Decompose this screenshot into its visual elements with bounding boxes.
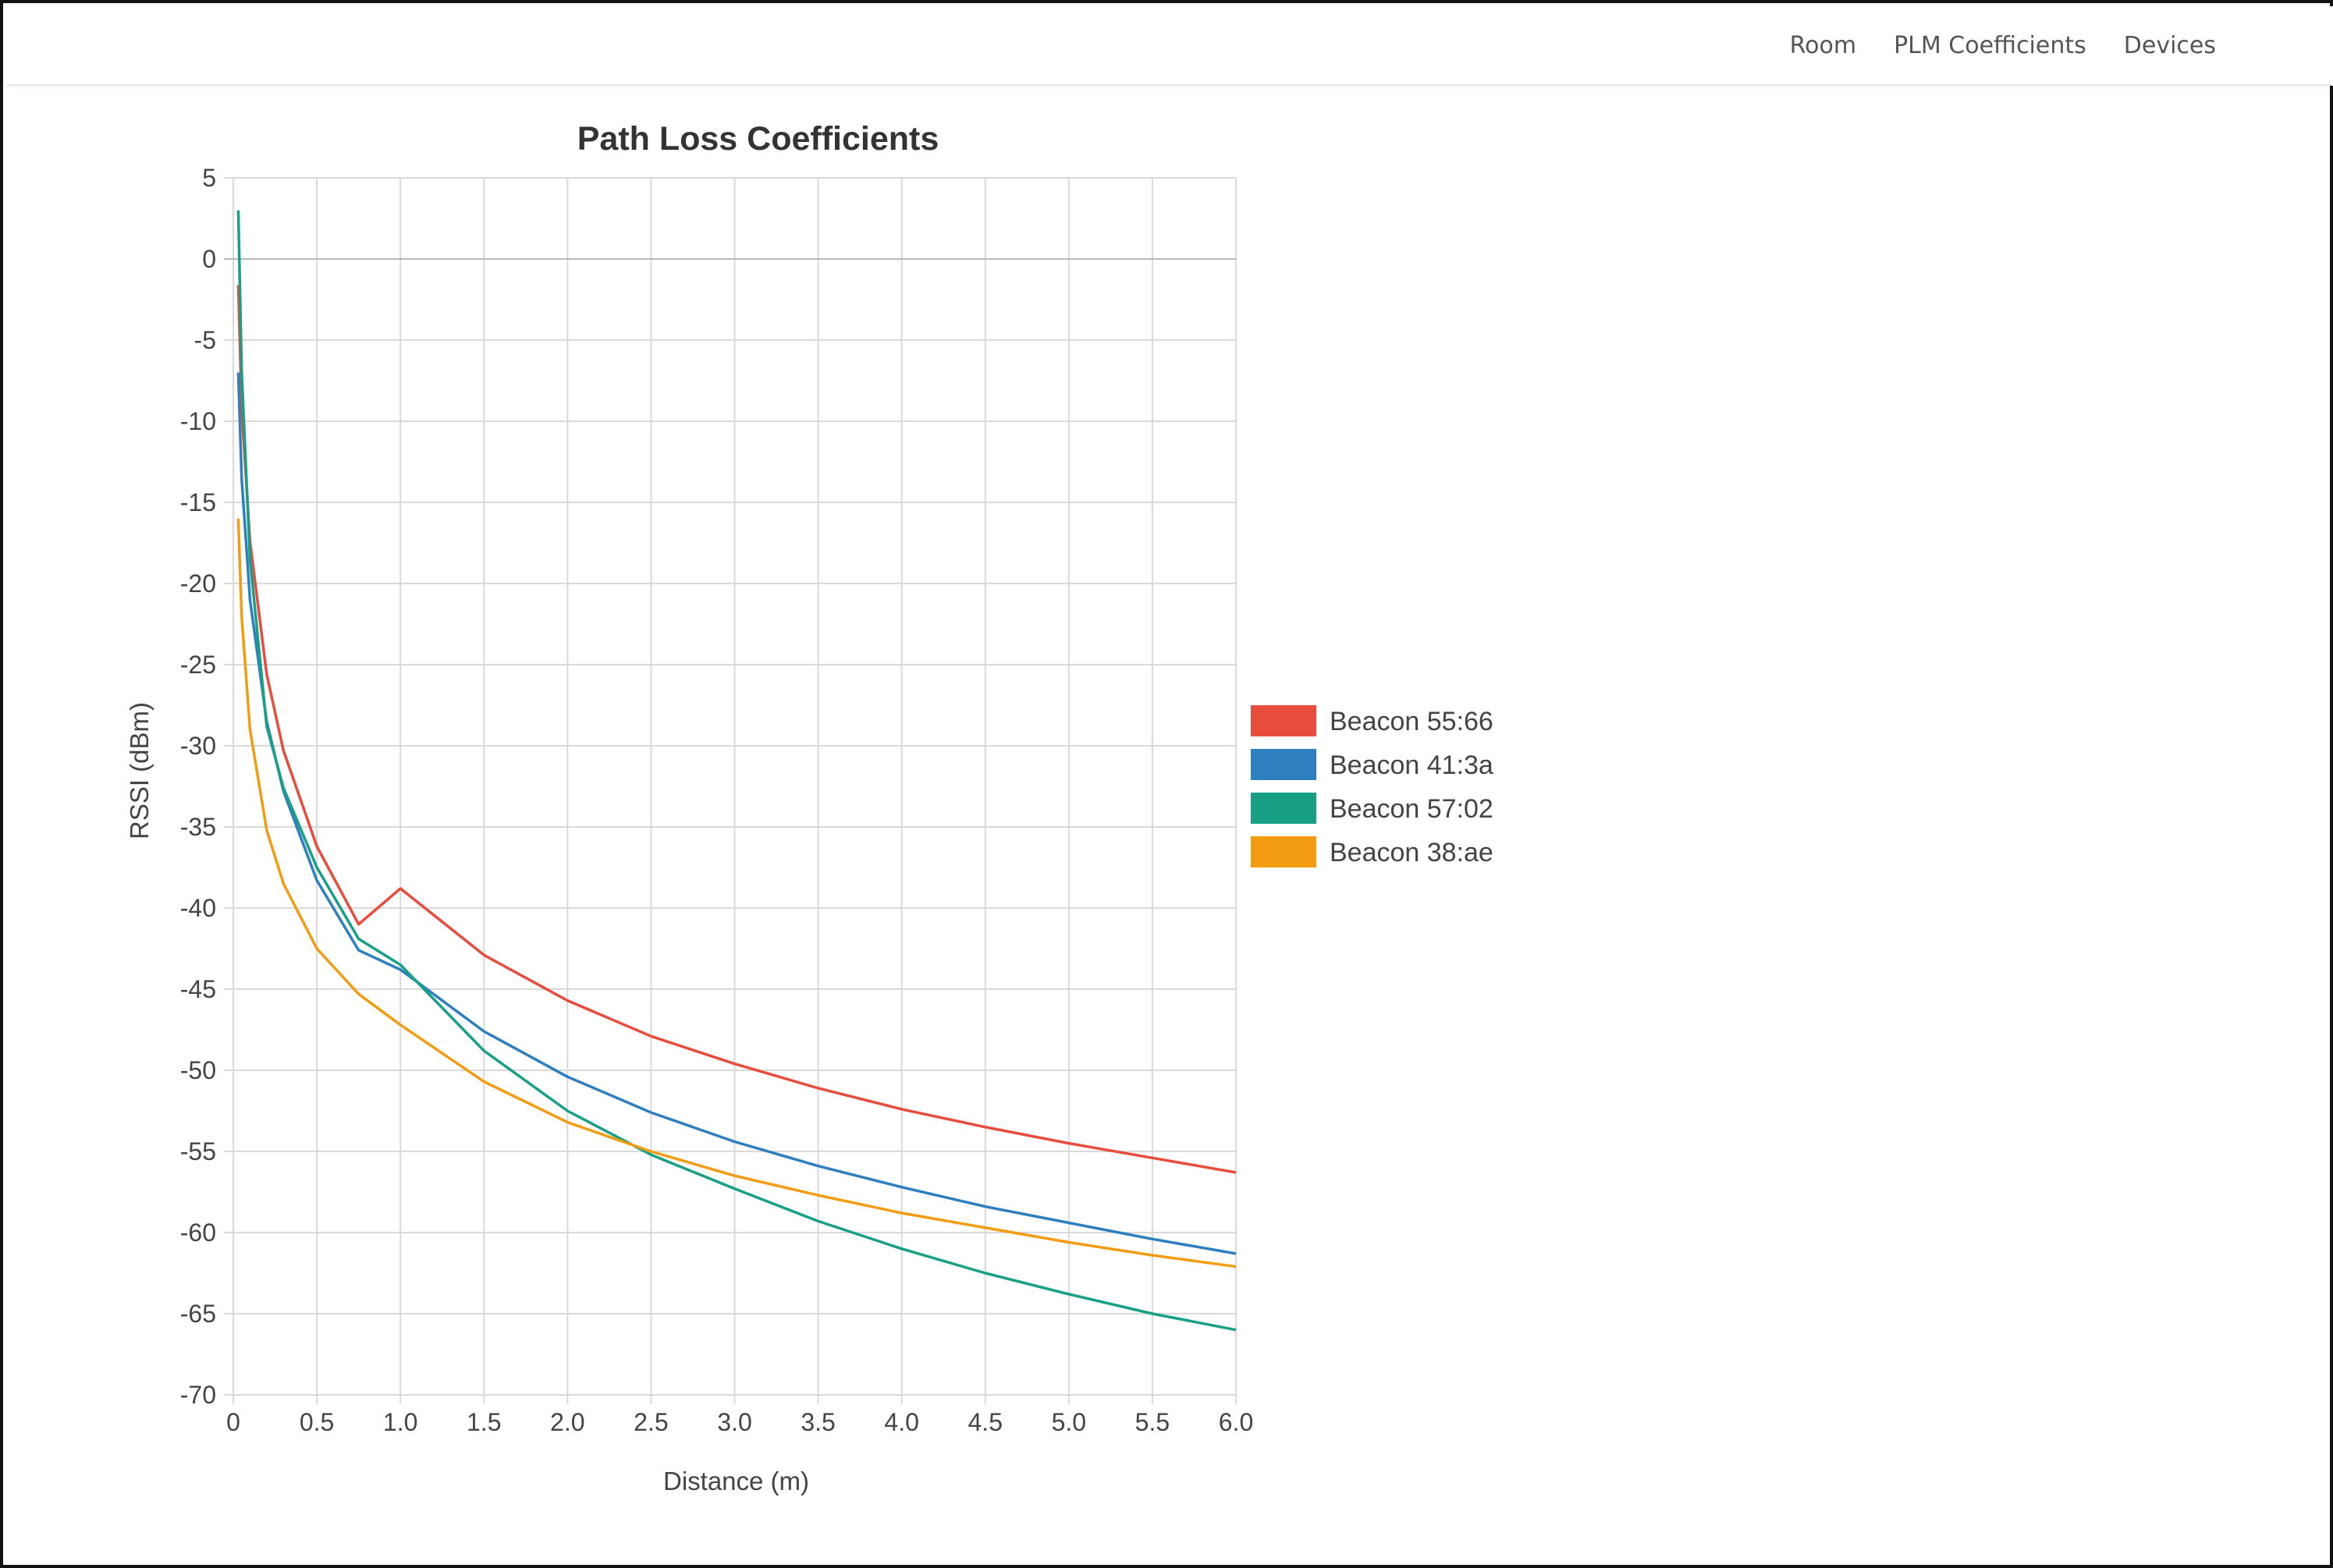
legend-swatch (1251, 836, 1316, 867)
series-lines (236, 210, 1237, 1332)
nav-link-plm-coefficients[interactable]: PLM Coefficients (1894, 31, 2086, 59)
y-tick-label: -15 (180, 488, 216, 516)
legend-label: Beacon 38:ae (1330, 838, 1493, 867)
x-tick-label: 1.5 (467, 1408, 501, 1436)
x-tick-label: 2.5 (634, 1408, 668, 1436)
series-line-1 (236, 285, 1237, 1174)
nav-link-room[interactable]: Room (1789, 31, 1857, 59)
x-tick-label: 0.5 (300, 1408, 334, 1436)
y-tick-label: -70 (180, 1381, 216, 1409)
y-axis-title: RSSI (dBm) (125, 702, 154, 839)
y-tick-label: 0 (202, 245, 216, 273)
y-tick-label: -35 (180, 813, 216, 841)
y-tick-label: 5 (202, 164, 216, 192)
series-line-3 (236, 210, 1237, 1332)
x-tick-label: 5.5 (1135, 1408, 1170, 1436)
y-tick-label: -10 (180, 407, 216, 435)
nav-link-devices[interactable]: Devices (2123, 31, 2216, 59)
x-tick-label: 3.0 (717, 1408, 751, 1436)
y-tick-label: -50 (180, 1056, 216, 1084)
legend-label: Beacon 55:66 (1330, 707, 1493, 736)
x-tick-label: 4.5 (968, 1408, 1003, 1436)
x-tick-label: 6.0 (1219, 1408, 1253, 1436)
chart-title: Path Loss Coefficients (577, 120, 939, 158)
x-axis-title: Distance (m) (663, 1467, 809, 1495)
series-line-2 (236, 372, 1237, 1255)
x-tick-label: 0 (226, 1408, 240, 1436)
x-tick-label: 1.0 (383, 1408, 417, 1436)
top-navbar: Room PLM Coefficients Devices (6, 6, 2333, 86)
nav-links: Room PLM Coefficients Devices (1790, 6, 2216, 84)
y-tick-label: -30 (180, 732, 216, 760)
legend-label: Beacon 41:3a (1330, 750, 1493, 780)
y-tick-labels: 5 0 -5 -10 -15 -20 -25 -30 -35 -40 -45 -50 -55 -60 -65… (180, 164, 216, 1409)
legend-swatch (1251, 793, 1316, 824)
legend-swatch (1251, 749, 1316, 780)
x-tick-labels: 0 0.5 1.0 1.5 2.0 2.5 3.0 3.5 4.0 4.5 5.0 5.5 6.0 (226, 1408, 1253, 1436)
y-tick-label: -55 (180, 1137, 216, 1165)
legend: Beacon 55:66 Beacon 41:3a Beacon 57:02 Beac… (1251, 705, 1493, 867)
series-line-4 (236, 518, 1237, 1268)
y-tick-label: -60 (180, 1219, 216, 1247)
x-tick-label: 5.0 (1052, 1408, 1086, 1436)
y-tick-label: -20 (180, 569, 216, 598)
legend-swatch (1251, 705, 1316, 736)
x-tick-label: 3.5 (801, 1408, 835, 1436)
legend-label: Beacon 57:02 (1330, 794, 1493, 824)
y-tick-label: -65 (180, 1300, 216, 1328)
y-tick-label: -45 (180, 975, 216, 1003)
x-tick-label: 4.0 (884, 1408, 918, 1436)
y-tick-label: -25 (180, 651, 216, 679)
x-tick-label: 2.0 (550, 1408, 584, 1436)
y-tick-label: -40 (180, 894, 216, 922)
grid-lines (224, 177, 1237, 1404)
y-tick-label: -5 (194, 326, 216, 354)
